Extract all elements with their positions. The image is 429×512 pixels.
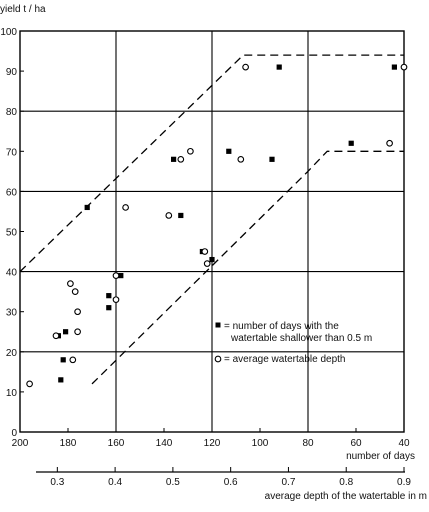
y-tick-label: 40 xyxy=(6,268,18,279)
x-tick-label: 160 xyxy=(108,438,125,449)
y-tick-label: 30 xyxy=(6,308,18,319)
x2-tick-label: 0.8 xyxy=(339,477,353,488)
y-tick-label: 0 xyxy=(11,428,17,439)
y-axis-title: yield t / ha xyxy=(0,4,46,15)
y-tick-label: 20 xyxy=(6,348,18,359)
envelope-upper-line xyxy=(19,54,404,273)
filled-square-point xyxy=(391,64,397,70)
legend-square-marker xyxy=(215,322,221,328)
x-tick-label: 40 xyxy=(398,438,410,449)
open-circle-point xyxy=(177,155,185,163)
open-circle-point xyxy=(67,280,74,287)
y-tick-label: 80 xyxy=(6,107,18,118)
x2-tick-label: 0.3 xyxy=(50,477,64,488)
x-tick-label: 140 xyxy=(156,438,173,449)
open-circle-point xyxy=(203,260,211,267)
open-circle-point xyxy=(26,380,33,388)
x2-tick-label: 0.5 xyxy=(166,477,180,488)
legend-label-depth: = average watertable depth xyxy=(224,354,345,365)
filled-square-point xyxy=(276,64,282,70)
y-tick-label: 50 xyxy=(6,228,18,239)
open-circle-point xyxy=(122,204,129,211)
x2-axis-title: average depth of the watertable in m xyxy=(265,491,427,502)
open-circle-point xyxy=(165,212,173,219)
filled-square-point xyxy=(269,156,275,162)
filled-square-point xyxy=(106,305,112,311)
legend-label-days: = number of days with the watertable shal… xyxy=(224,321,372,344)
y-tick-label: 10 xyxy=(6,388,18,399)
open-circle-point xyxy=(201,248,209,255)
open-circle-point xyxy=(112,296,120,304)
x-tick-label: 80 xyxy=(302,438,314,449)
open-circle-point xyxy=(242,63,249,71)
filled-square-point xyxy=(348,140,354,146)
x2-tick-label: 0.9 xyxy=(397,477,411,488)
open-circle-point xyxy=(52,332,60,340)
y-tick-label: 100 xyxy=(0,27,17,38)
open-circle-point xyxy=(112,272,120,279)
open-circle-point xyxy=(74,328,81,336)
open-circle-point xyxy=(400,63,408,71)
data-points xyxy=(26,63,408,388)
open-circle-point xyxy=(187,147,194,155)
filled-square-point xyxy=(171,156,177,162)
y-tick-label: 90 xyxy=(6,67,18,78)
y-tick-label: 60 xyxy=(6,187,18,198)
x-tick-label: 120 xyxy=(204,438,221,449)
x2-tick-label: 0.7 xyxy=(281,477,295,488)
filled-square-point xyxy=(84,204,90,211)
x2-tick-label: 0.4 xyxy=(108,477,122,488)
legend: = number of days with the watertable shal… xyxy=(214,321,372,365)
filled-square-point xyxy=(63,329,69,335)
envelope-lower-line xyxy=(91,150,404,385)
grid xyxy=(19,30,405,433)
x-tick-label: 100 xyxy=(252,438,269,449)
x-axis-title: number of days xyxy=(346,451,415,462)
x-tick-label: 180 xyxy=(60,438,77,449)
open-circle-point xyxy=(71,288,79,296)
axes: 0 10 20 30 40 50 60 70 80 90 100 200 180 160 140 120 100… xyxy=(0,4,427,502)
open-circle-point xyxy=(69,356,77,364)
filled-square-point xyxy=(60,357,66,363)
filled-square-point xyxy=(106,293,112,299)
x-tick-label: 200 xyxy=(12,438,29,449)
open-circle-point xyxy=(237,155,245,163)
open-circle-point xyxy=(386,139,393,147)
filled-square-point xyxy=(118,273,124,279)
filled-square-point xyxy=(209,256,215,263)
x2-tick-label: 0.6 xyxy=(224,477,238,488)
filled-square-point xyxy=(226,148,232,154)
y-tick-label: 70 xyxy=(6,147,18,158)
filled-square-point xyxy=(178,212,184,219)
filled-square-point xyxy=(58,377,64,383)
open-circle-point xyxy=(74,308,81,316)
envelope-lines xyxy=(19,54,404,385)
legend-circle-marker xyxy=(214,355,222,363)
x-tick-label: 60 xyxy=(350,438,362,449)
